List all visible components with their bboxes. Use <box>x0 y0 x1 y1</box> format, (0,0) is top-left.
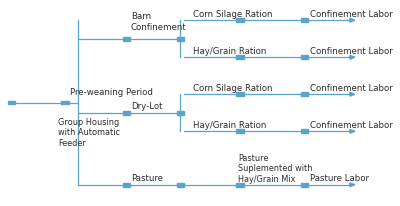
Bar <box>8 101 16 105</box>
Text: Group Housing
with Automatic
Feeder: Group Housing with Automatic Feeder <box>58 117 120 147</box>
Bar <box>236 93 244 97</box>
Bar <box>300 183 308 187</box>
Text: Pasture Labor: Pasture Labor <box>310 173 368 182</box>
Polygon shape <box>350 183 355 187</box>
Polygon shape <box>350 56 355 60</box>
Bar <box>122 183 130 187</box>
Bar <box>176 111 184 115</box>
Text: Pasture: Pasture <box>131 173 163 182</box>
Text: Hay/Grain Ration: Hay/Grain Ration <box>193 120 266 129</box>
Bar <box>300 56 308 60</box>
Bar <box>122 38 130 41</box>
Bar <box>236 183 244 187</box>
Text: Confinement Labor: Confinement Labor <box>310 120 392 129</box>
Text: Hay/Grain Ration: Hay/Grain Ration <box>193 47 266 56</box>
Polygon shape <box>350 19 355 23</box>
Text: Corn Silage Ration: Corn Silage Ration <box>193 10 272 19</box>
Text: Confinement Labor: Confinement Labor <box>310 10 392 19</box>
Bar <box>300 19 308 23</box>
Text: Confinement Labor: Confinement Labor <box>310 83 392 92</box>
Text: Confinement Labor: Confinement Labor <box>310 47 392 56</box>
Bar <box>236 19 244 23</box>
Text: Pre-weaning Period: Pre-weaning Period <box>70 87 153 96</box>
Bar <box>62 101 69 105</box>
Text: Corn Silage Ration: Corn Silage Ration <box>193 83 272 92</box>
Bar <box>176 38 184 41</box>
Bar <box>122 111 130 115</box>
Text: Barn
Confinement: Barn Confinement <box>131 12 187 31</box>
Bar <box>176 183 184 187</box>
Text: Dry-Lot: Dry-Lot <box>131 101 162 110</box>
Bar <box>300 130 308 133</box>
Bar <box>236 56 244 60</box>
Bar <box>236 130 244 133</box>
Polygon shape <box>350 93 355 97</box>
Text: Pasture
Suplemented with
Hay/Grain Mix: Pasture Suplemented with Hay/Grain Mix <box>238 153 312 183</box>
Bar <box>300 93 308 97</box>
Polygon shape <box>350 130 355 133</box>
